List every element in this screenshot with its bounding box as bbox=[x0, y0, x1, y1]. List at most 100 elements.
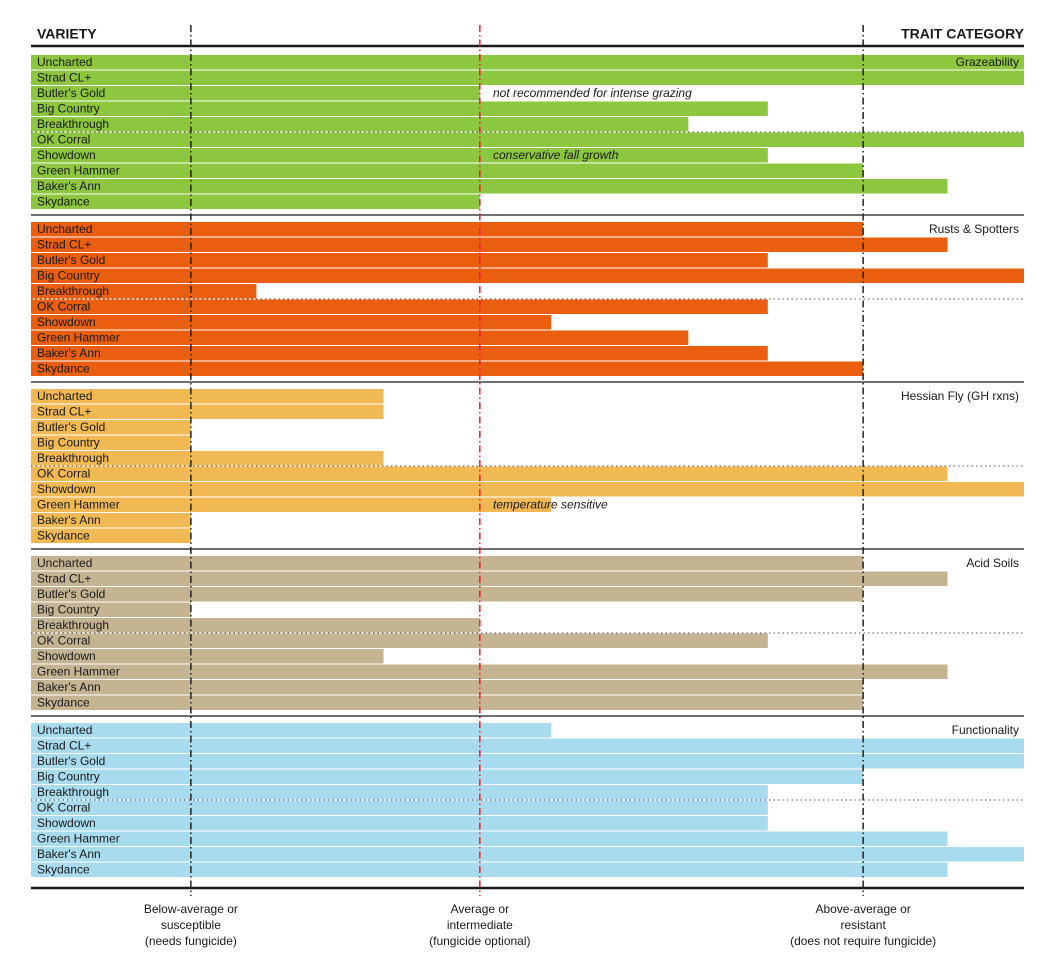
bar bbox=[31, 435, 191, 450]
bar bbox=[31, 284, 257, 299]
left-header: VARIETY bbox=[37, 26, 97, 42]
annotation: temperature sensitive bbox=[493, 497, 608, 511]
annotation: not recommended for intense grazing bbox=[493, 86, 692, 100]
category-label: Butler's Gold bbox=[37, 754, 105, 768]
bar bbox=[31, 723, 552, 738]
bar bbox=[31, 528, 191, 543]
category-label: Butler's Gold bbox=[37, 420, 105, 434]
category-label: OK Corral bbox=[37, 132, 90, 146]
category-label: Green Hammer bbox=[37, 497, 120, 511]
x-tick-label: Average or bbox=[451, 902, 509, 916]
x-tick-label: Above-average or bbox=[815, 902, 910, 916]
category-label: Showdown bbox=[37, 148, 96, 162]
category-label: OK Corral bbox=[37, 800, 90, 814]
category-label: Baker's Ann bbox=[37, 513, 101, 527]
bar bbox=[31, 404, 384, 419]
category-label: Breakthrough bbox=[37, 785, 109, 799]
bar bbox=[31, 132, 1024, 147]
bar bbox=[31, 738, 1024, 753]
category-label: Butler's Gold bbox=[37, 587, 105, 601]
category-label: Skydance bbox=[37, 361, 90, 375]
category-label: Strad CL+ bbox=[37, 237, 91, 251]
category-label: Uncharted bbox=[37, 222, 92, 236]
x-tick-label: (fungicide optional) bbox=[429, 934, 530, 948]
bar bbox=[31, 862, 948, 877]
bar bbox=[31, 315, 552, 330]
bar bbox=[31, 163, 864, 178]
category-label: OK Corral bbox=[37, 466, 90, 480]
bar bbox=[31, 847, 1024, 862]
bar bbox=[31, 253, 768, 268]
category-label: Skydance bbox=[37, 695, 90, 709]
category-label: Uncharted bbox=[37, 723, 92, 737]
bar bbox=[31, 101, 768, 116]
bar bbox=[31, 466, 948, 481]
category-label: Big Country bbox=[37, 769, 100, 783]
x-tick-label: Below-average or bbox=[144, 902, 238, 916]
trait-name: Rusts & Spotters bbox=[929, 222, 1019, 236]
x-tick-label: susceptible bbox=[161, 918, 221, 932]
category-label: Big Country bbox=[37, 101, 100, 115]
category-label: Skydance bbox=[37, 862, 90, 876]
bar bbox=[31, 587, 864, 602]
bar bbox=[31, 649, 384, 664]
category-label: Green Hammer bbox=[37, 664, 120, 678]
bar bbox=[31, 420, 191, 435]
category-label: Baker's Ann bbox=[37, 847, 101, 861]
bar bbox=[31, 680, 864, 695]
category-label: Breakthrough bbox=[37, 284, 109, 298]
right-header: TRAIT CATEGORY bbox=[901, 26, 1025, 42]
bar bbox=[31, 222, 864, 237]
bar bbox=[31, 556, 864, 571]
bar bbox=[31, 194, 480, 209]
category-label: Uncharted bbox=[37, 55, 92, 69]
category-label: Uncharted bbox=[37, 389, 92, 403]
bar bbox=[31, 346, 768, 361]
category-label: Baker's Ann bbox=[37, 179, 101, 193]
bar bbox=[31, 571, 948, 586]
bar bbox=[31, 268, 1024, 283]
bar bbox=[31, 451, 384, 466]
bar bbox=[31, 695, 864, 710]
category-label: Green Hammer bbox=[37, 831, 120, 845]
x-tick-label: (needs fungicide) bbox=[145, 934, 237, 948]
category-label: Butler's Gold bbox=[37, 253, 105, 267]
category-label: Showdown bbox=[37, 482, 96, 496]
bar bbox=[31, 618, 480, 633]
bar bbox=[31, 633, 768, 648]
bar bbox=[31, 800, 768, 815]
category-label: Strad CL+ bbox=[37, 738, 91, 752]
bar bbox=[31, 361, 864, 376]
category-label: Strad CL+ bbox=[37, 70, 91, 84]
bar bbox=[31, 816, 768, 831]
trait-name: Hessian Fly (GH rxns) bbox=[901, 389, 1019, 403]
category-label: Big Country bbox=[37, 435, 100, 449]
category-label: Breakthrough bbox=[37, 117, 109, 131]
bar bbox=[31, 299, 768, 314]
annotation: conservative fall growth bbox=[493, 148, 619, 162]
category-label: Baker's Ann bbox=[37, 346, 101, 360]
category-label: OK Corral bbox=[37, 299, 90, 313]
category-label: Skydance bbox=[37, 194, 90, 208]
bar bbox=[31, 70, 1024, 85]
bar bbox=[31, 117, 689, 132]
trait-name: Acid Soils bbox=[966, 556, 1019, 570]
bar bbox=[31, 55, 1024, 70]
bar bbox=[31, 664, 948, 679]
category-label: Green Hammer bbox=[37, 163, 120, 177]
category-label: Showdown bbox=[37, 649, 96, 663]
category-label: Baker's Ann bbox=[37, 680, 101, 694]
bar bbox=[31, 389, 384, 404]
bar bbox=[31, 482, 1024, 497]
bar bbox=[31, 330, 689, 345]
category-label: Showdown bbox=[37, 315, 96, 329]
bar bbox=[31, 497, 552, 512]
bar bbox=[31, 148, 768, 163]
bar bbox=[31, 179, 948, 194]
trait-name: Functionality bbox=[952, 723, 1019, 737]
category-label: Big Country bbox=[37, 602, 100, 616]
category-label: Strad CL+ bbox=[37, 404, 91, 418]
category-label: Green Hammer bbox=[37, 330, 120, 344]
